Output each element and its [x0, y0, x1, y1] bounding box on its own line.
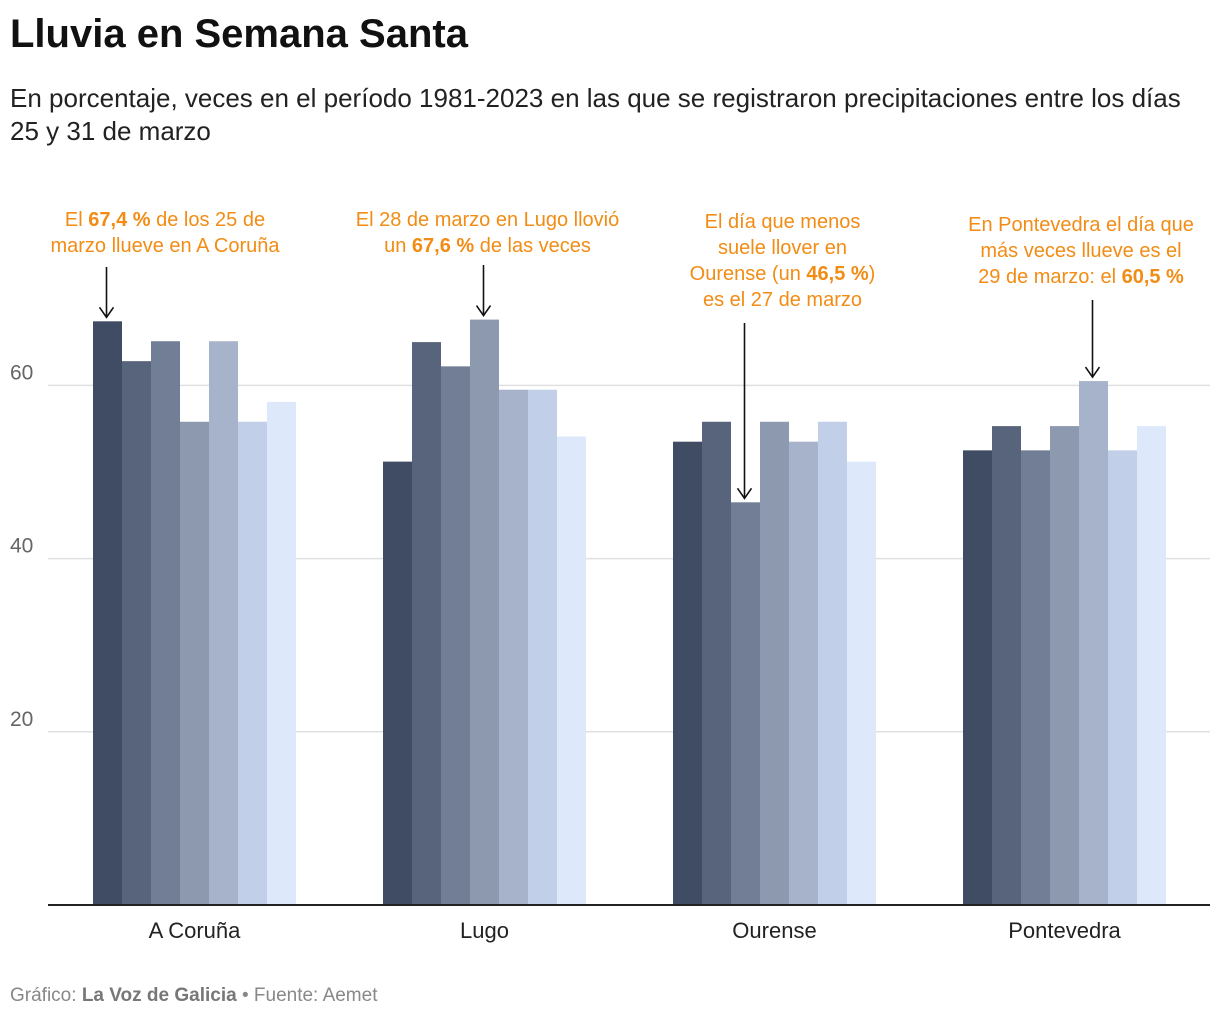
bar-0-1	[122, 361, 151, 906]
chart-subtitle: En porcentaje, veces en el período 1981-…	[10, 83, 1181, 146]
arrow-head-0	[98, 306, 115, 319]
bar-1-0	[383, 461, 412, 905]
annotation-line: El 28 de marzo en Lugo llovió	[355, 209, 620, 231]
bar-3-6	[1137, 426, 1166, 905]
annotation-line: un 67,6 % de las veces	[384, 235, 591, 257]
bar-0-5	[238, 421, 267, 905]
x-tick-label: Pontevedra	[1008, 918, 1121, 943]
y-tick-label-20: 20	[10, 708, 33, 731]
annotation-line: suele llover en	[718, 237, 847, 259]
bar-1-1	[412, 342, 441, 906]
bar-0-2	[151, 341, 180, 905]
bar-2-4	[789, 441, 818, 905]
annotation-ourense: El día que menos suele llover en Ourense (…	[655, 209, 910, 313]
arrow-head-1	[475, 305, 492, 317]
y-tick-label-40: 40	[10, 535, 33, 558]
y-tick-label-60: 60	[10, 361, 33, 384]
bar-2-5	[818, 421, 847, 905]
bar-0-3	[180, 421, 209, 905]
annotation-lugo: El 28 de marzo en Lugo llovió un 67,6 % d…	[330, 207, 645, 259]
bar-3-1	[992, 426, 1021, 905]
annotation-line: más veces llueve es el	[980, 240, 1182, 262]
annotation-line: es el 27 de marzo	[703, 289, 862, 311]
x-tick-label: A Coruña	[149, 918, 241, 943]
annotation-highlight-value: 60,5 %	[1121, 266, 1184, 288]
bar-3-2	[1021, 450, 1050, 905]
annotation-line: El 67,4 % de los 25 de	[64, 209, 266, 231]
arrow-head-2	[736, 487, 753, 500]
annotation-pontevedra: En Pontevedra el día que más veces llueve…	[950, 212, 1212, 290]
annotation-line: Ourense (un 46,5 %)	[689, 263, 876, 285]
bar-3-0	[963, 450, 992, 905]
bar-1-2	[441, 366, 470, 905]
bar-1-5	[528, 389, 557, 906]
annotation-line: El día que menos	[704, 211, 861, 233]
chart-title: Lluvia en Semana Santa	[10, 12, 468, 56]
bar-3-5	[1108, 450, 1137, 905]
footer-source: Fuente: Aemet	[253, 985, 378, 1006]
arrow-head-3	[1084, 366, 1101, 379]
bar-0-6	[267, 401, 296, 905]
annotation-line: En Pontevedra el día que	[968, 214, 1194, 236]
bar-2-2	[731, 502, 760, 905]
footer-prefix: Gráfico:	[10, 985, 77, 1006]
bar-3-3	[1050, 426, 1079, 905]
bar-1-4	[499, 389, 528, 906]
x-tick-label: Lugo	[460, 918, 509, 943]
annotation-line: 29 de marzo: el 60,5 %	[978, 266, 1184, 288]
bar-2-3	[760, 421, 789, 905]
bar-2-0	[673, 441, 702, 905]
annotation-highlight-value: 46,5 %	[806, 263, 869, 285]
annotation-a-coruna: El 67,4 % de los 25 de marzo llueve en A …	[20, 207, 310, 259]
footer-source-name: La Voz de Galicia	[81, 985, 237, 1006]
bar-2-6	[847, 461, 876, 905]
bar-0-4	[209, 341, 238, 905]
footer-separator: •	[241, 985, 249, 1006]
annotation-highlight-value: 67,4 %	[88, 209, 151, 231]
bar-1-6	[557, 436, 586, 905]
x-tick-label: Ourense	[732, 918, 816, 943]
annotation-line: marzo llueve en A Coruña	[50, 235, 280, 257]
bar-2-1	[702, 421, 731, 905]
annotation-highlight-value: 67,6 %	[411, 235, 475, 257]
bar-0-0	[93, 321, 122, 905]
bar-3-4	[1079, 381, 1108, 905]
chart-footer: Gráfico: La Voz de Galicia • Fuente: Aem…	[10, 985, 377, 1007]
bar-1-3	[470, 319, 499, 906]
